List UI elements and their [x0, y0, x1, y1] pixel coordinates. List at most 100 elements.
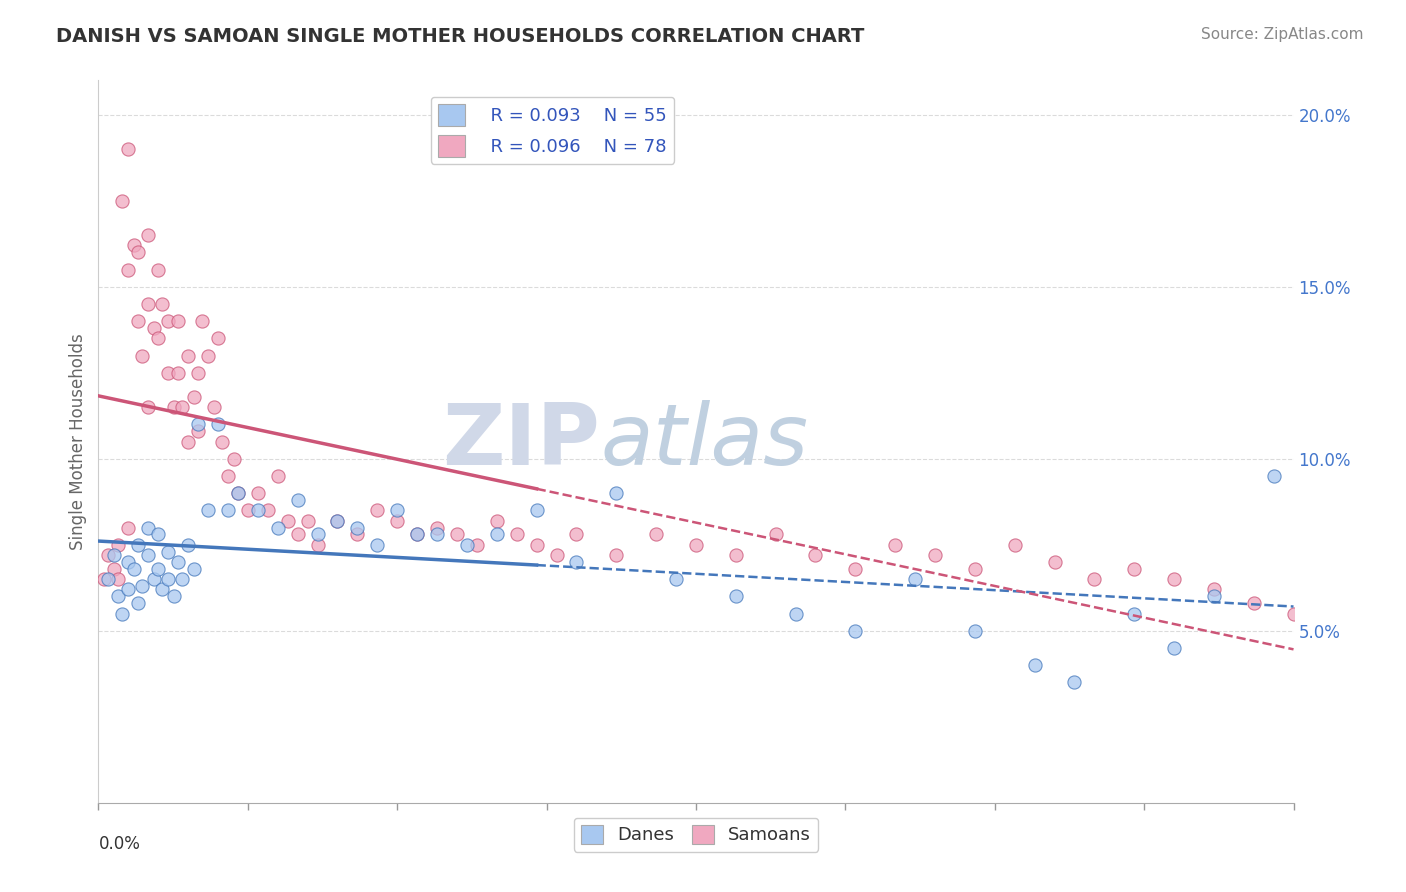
Point [485, 514, 508, 528]
Point [963, 624, 986, 638]
Point [136, 548, 159, 562]
Point [366, 503, 388, 517]
Point [107, 538, 129, 552]
Text: atlas: atlas [600, 400, 808, 483]
Point [924, 548, 946, 562]
Point [117, 142, 139, 156]
Point [111, 607, 134, 621]
Point [107, 572, 129, 586]
Point [183, 390, 205, 404]
Point [226, 486, 249, 500]
Point [131, 579, 153, 593]
Point [177, 349, 200, 363]
Point [346, 527, 368, 541]
Point [904, 572, 927, 586]
Point [1043, 555, 1066, 569]
Point [465, 538, 488, 552]
Point [172, 572, 194, 586]
Point [93, 572, 115, 586]
Point [167, 366, 190, 380]
Point [346, 520, 368, 534]
Point [236, 503, 259, 517]
Point [1163, 572, 1185, 586]
Point [844, 562, 866, 576]
Point [136, 400, 159, 414]
Point [197, 349, 219, 363]
Point [426, 520, 449, 534]
Point [1263, 469, 1285, 483]
Point [157, 572, 180, 586]
Point [1083, 572, 1105, 586]
Point [785, 607, 807, 621]
Point [143, 572, 166, 586]
Point [565, 527, 588, 541]
Point [127, 245, 149, 260]
Point [724, 590, 747, 604]
Text: ZIP: ZIP [443, 400, 600, 483]
Point [385, 514, 409, 528]
Point [163, 590, 186, 604]
Point [645, 527, 668, 541]
Point [287, 493, 309, 508]
Point [148, 527, 170, 541]
Point [103, 562, 125, 576]
Point [546, 548, 568, 562]
Point [765, 527, 787, 541]
Point [177, 538, 200, 552]
Point [207, 417, 229, 432]
Point [963, 562, 986, 576]
Point [685, 538, 707, 552]
Point [167, 555, 190, 569]
Point [187, 366, 209, 380]
Point [150, 582, 173, 597]
Point [246, 503, 269, 517]
Point [127, 596, 149, 610]
Point [124, 238, 146, 252]
Point [844, 624, 866, 638]
Point [131, 349, 153, 363]
Point [326, 514, 349, 528]
Point [565, 555, 588, 569]
Text: 0.0%: 0.0% [98, 835, 141, 854]
Point [117, 520, 139, 534]
Point [485, 527, 508, 541]
Point [222, 451, 245, 466]
Point [127, 314, 149, 328]
Point [884, 538, 907, 552]
Point [287, 527, 309, 541]
Point [526, 503, 548, 517]
Point [307, 538, 329, 552]
Point [211, 434, 233, 449]
Point [117, 582, 139, 597]
Point [446, 527, 468, 541]
Point [97, 548, 120, 562]
Point [326, 514, 349, 528]
Point [1202, 582, 1225, 597]
Point [207, 331, 229, 345]
Point [183, 562, 205, 576]
Point [804, 548, 827, 562]
Point [111, 194, 134, 208]
Point [1163, 640, 1185, 655]
Point [385, 503, 409, 517]
Point [187, 424, 209, 438]
Point [148, 331, 170, 345]
Point [506, 527, 529, 541]
Point [163, 400, 186, 414]
Point [1243, 596, 1265, 610]
Point [406, 527, 429, 541]
Point [117, 555, 139, 569]
Point [103, 548, 125, 562]
Point [143, 321, 166, 335]
Point [406, 527, 429, 541]
Point [124, 562, 146, 576]
Point [197, 503, 219, 517]
Point [172, 400, 194, 414]
Point [267, 520, 290, 534]
Point [136, 520, 159, 534]
Point [665, 572, 688, 586]
Point [157, 314, 180, 328]
Point [1282, 607, 1305, 621]
Point [456, 538, 478, 552]
Point [426, 527, 449, 541]
